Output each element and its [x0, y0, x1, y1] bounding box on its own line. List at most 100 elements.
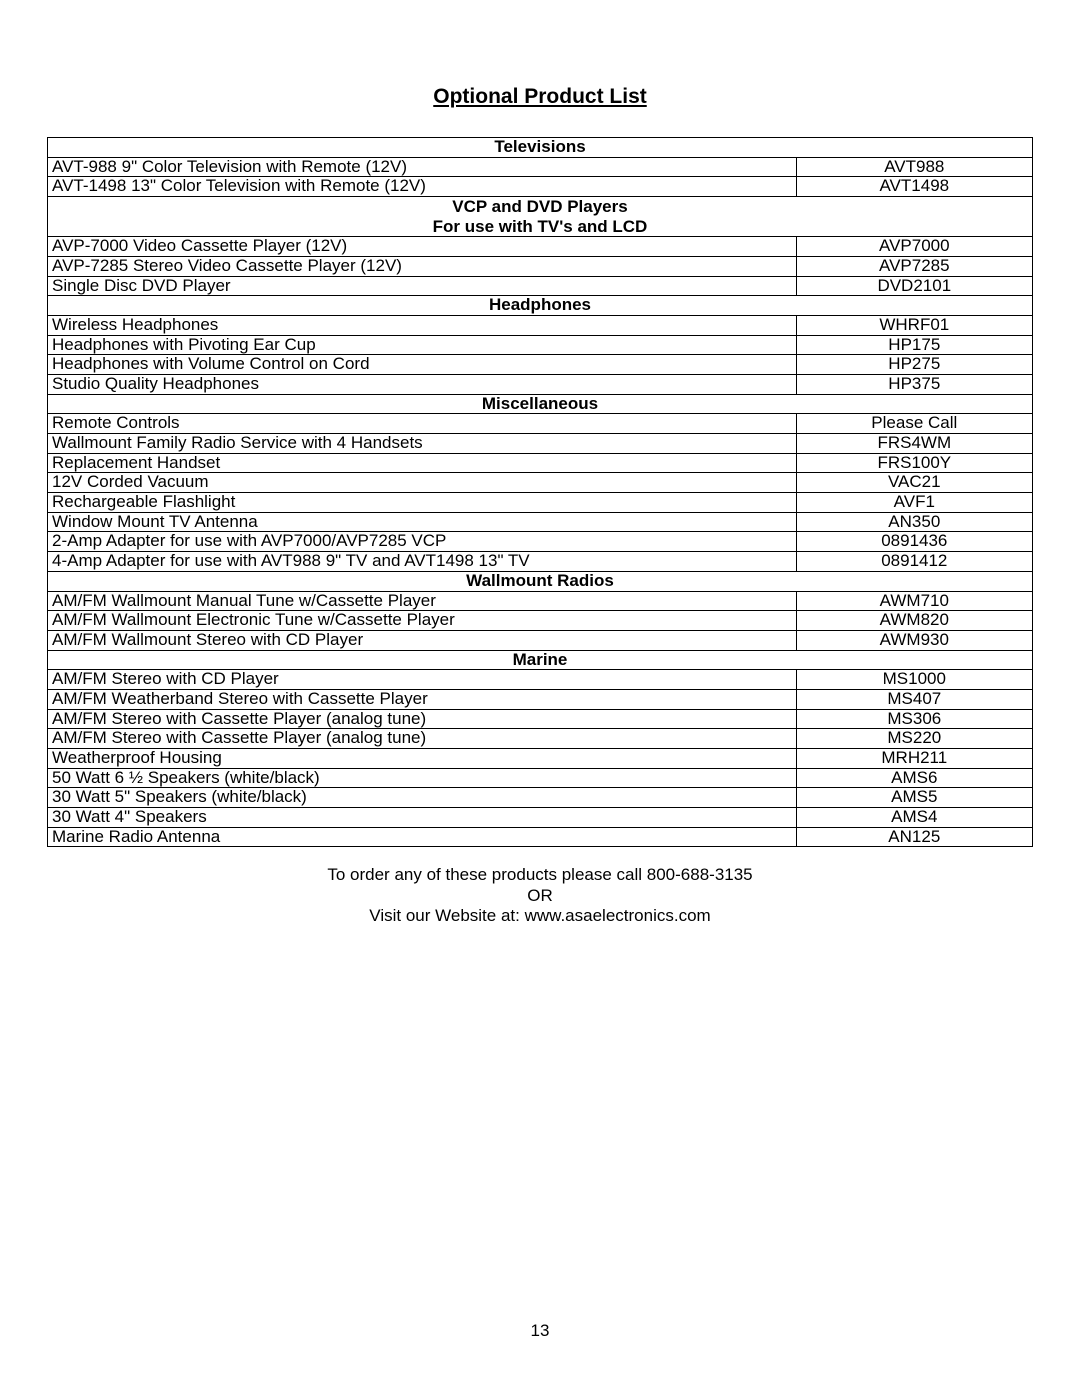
- product-description: Wireless Headphones: [48, 315, 797, 335]
- product-code: HP375: [796, 374, 1032, 394]
- product-description: AVT-1498 13" Color Television with Remot…: [48, 177, 797, 197]
- product-description: Remote Controls: [48, 414, 797, 434]
- product-description: AVP-7000 Video Cassette Player (12V): [48, 237, 797, 257]
- product-description: Replacement Handset: [48, 453, 797, 473]
- product-description: Marine Radio Antenna: [48, 827, 797, 847]
- product-code: WHRF01: [796, 315, 1032, 335]
- table-row: 2-Amp Adapter for use with AVP7000/AVP72…: [48, 532, 1033, 552]
- table-row: AM/FM Stereo with Cassette Player (analo…: [48, 709, 1033, 729]
- product-code: AMS4: [796, 808, 1032, 828]
- product-code: 0891412: [796, 552, 1032, 572]
- product-description: 30 Watt 5" Speakers (white/black): [48, 788, 797, 808]
- product-code: FRS100Y: [796, 453, 1032, 473]
- product-code: AWM820: [796, 611, 1032, 631]
- product-code: MS306: [796, 709, 1032, 729]
- product-description: AM/FM Stereo with CD Player: [48, 670, 797, 690]
- table-row: AM/FM Stereo with Cassette Player (analo…: [48, 729, 1033, 749]
- table-row: 4-Amp Adapter for use with AVT988 9" TV …: [48, 552, 1033, 572]
- table-row: Window Mount TV AntennaAN350: [48, 512, 1033, 532]
- table-row: Weatherproof HousingMRH211: [48, 749, 1033, 769]
- product-description: 2-Amp Adapter for use with AVP7000/AVP72…: [48, 532, 797, 552]
- table-row: AM/FM Stereo with CD PlayerMS1000: [48, 670, 1033, 690]
- section-subheader-line: For use with TV's and LCD: [52, 217, 1028, 237]
- product-description: 4-Amp Adapter for use with AVT988 9" TV …: [48, 552, 797, 572]
- table-row: Wireless HeadphonesWHRF01: [48, 315, 1033, 335]
- footer-block: To order any of these products please ca…: [47, 865, 1033, 926]
- table-row: AM/FM Weatherband Stereo with Cassette P…: [48, 689, 1033, 709]
- section-header: Miscellaneous: [48, 394, 1033, 414]
- table-row: 30 Watt 4" SpeakersAMS4: [48, 808, 1033, 828]
- product-code: AN350: [796, 512, 1032, 532]
- table-row: AVP-7000 Video Cassette Player (12V)AVP7…: [48, 237, 1033, 257]
- product-code: AVT988: [796, 157, 1032, 177]
- product-code: DVD2101: [796, 276, 1032, 296]
- table-row: Single Disc DVD PlayerDVD2101: [48, 276, 1033, 296]
- table-row: Rechargeable FlashlightAVF1: [48, 493, 1033, 513]
- table-row: Marine Radio AntennaAN125: [48, 827, 1033, 847]
- table-row: AM/FM Wallmount Electronic Tune w/Casset…: [48, 611, 1033, 631]
- product-description: Rechargeable Flashlight: [48, 493, 797, 513]
- section-header: Wallmount Radios: [48, 571, 1033, 591]
- table-row: Headphones with Volume Control on CordHP…: [48, 355, 1033, 375]
- product-code: MS220: [796, 729, 1032, 749]
- table-row: 30 Watt 5" Speakers (white/black)AMS5: [48, 788, 1033, 808]
- product-code: MS407: [796, 689, 1032, 709]
- product-description: AM/FM Stereo with Cassette Player (analo…: [48, 729, 797, 749]
- product-code: AN125: [796, 827, 1032, 847]
- product-description: 12V Corded Vacuum: [48, 473, 797, 493]
- product-description: 30 Watt 4" Speakers: [48, 808, 797, 828]
- product-description: AVP-7285 Stereo Video Cassette Player (1…: [48, 256, 797, 276]
- product-description: AM/FM Wallmount Electronic Tune w/Casset…: [48, 611, 797, 631]
- product-code: VAC21: [796, 473, 1032, 493]
- product-code: AVT1498: [796, 177, 1032, 197]
- table-row: Replacement HandsetFRS100Y: [48, 453, 1033, 473]
- product-code: HP275: [796, 355, 1032, 375]
- footer-line-2: OR: [47, 886, 1033, 906]
- product-code: 0891436: [796, 532, 1032, 552]
- product-description: AM/FM Weatherband Stereo with Cassette P…: [48, 689, 797, 709]
- section-header-line: VCP and DVD Players: [52, 197, 1028, 217]
- product-code: MS1000: [796, 670, 1032, 690]
- product-code: AWM710: [796, 591, 1032, 611]
- table-row: AM/FM Wallmount Manual Tune w/Cassette P…: [48, 591, 1033, 611]
- page-title: Optional Product List: [47, 85, 1033, 109]
- product-description: Single Disc DVD Player: [48, 276, 797, 296]
- footer-line-3: Visit our Website at: www.asaelectronics…: [47, 906, 1033, 926]
- product-description: Headphones with Pivoting Ear Cup: [48, 335, 797, 355]
- product-table: TelevisionsAVT-988 9" Color Television w…: [47, 137, 1033, 847]
- product-code: HP175: [796, 335, 1032, 355]
- page-number: 13: [0, 1321, 1080, 1341]
- table-row: AM/FM Wallmount Stereo with CD PlayerAWM…: [48, 630, 1033, 650]
- section-header: Marine: [48, 650, 1033, 670]
- table-row: 12V Corded VacuumVAC21: [48, 473, 1033, 493]
- product-description: Headphones with Volume Control on Cord: [48, 355, 797, 375]
- table-row: AVP-7285 Stereo Video Cassette Player (1…: [48, 256, 1033, 276]
- product-code: AVP7000: [796, 237, 1032, 257]
- product-description: Studio Quality Headphones: [48, 374, 797, 394]
- product-code: Please Call: [796, 414, 1032, 434]
- product-description: Window Mount TV Antenna: [48, 512, 797, 532]
- product-code: MRH211: [796, 749, 1032, 769]
- table-row: 50 Watt 6 ½ Speakers (white/black)AMS6: [48, 768, 1033, 788]
- product-description: Weatherproof Housing: [48, 749, 797, 769]
- product-code: AMS5: [796, 788, 1032, 808]
- product-description: AM/FM Wallmount Stereo with CD Player: [48, 630, 797, 650]
- table-row: AVT-988 9" Color Television with Remote …: [48, 157, 1033, 177]
- section-header: Televisions: [48, 138, 1033, 158]
- table-row: Headphones with Pivoting Ear CupHP175: [48, 335, 1033, 355]
- product-code: AMS6: [796, 768, 1032, 788]
- section-header: Headphones: [48, 296, 1033, 316]
- footer-line-1: To order any of these products please ca…: [47, 865, 1033, 885]
- table-row: Remote ControlsPlease Call: [48, 414, 1033, 434]
- product-code: AWM930: [796, 630, 1032, 650]
- table-row: Wallmount Family Radio Service with 4 Ha…: [48, 434, 1033, 454]
- product-description: AVT-988 9" Color Television with Remote …: [48, 157, 797, 177]
- table-row: Studio Quality HeadphonesHP375: [48, 374, 1033, 394]
- product-description: AM/FM Stereo with Cassette Player (analo…: [48, 709, 797, 729]
- product-description: Wallmount Family Radio Service with 4 Ha…: [48, 434, 797, 454]
- product-code: FRS4WM: [796, 434, 1032, 454]
- product-code: AVF1: [796, 493, 1032, 513]
- product-code: AVP7285: [796, 256, 1032, 276]
- table-row: AVT-1498 13" Color Television with Remot…: [48, 177, 1033, 197]
- product-description: AM/FM Wallmount Manual Tune w/Cassette P…: [48, 591, 797, 611]
